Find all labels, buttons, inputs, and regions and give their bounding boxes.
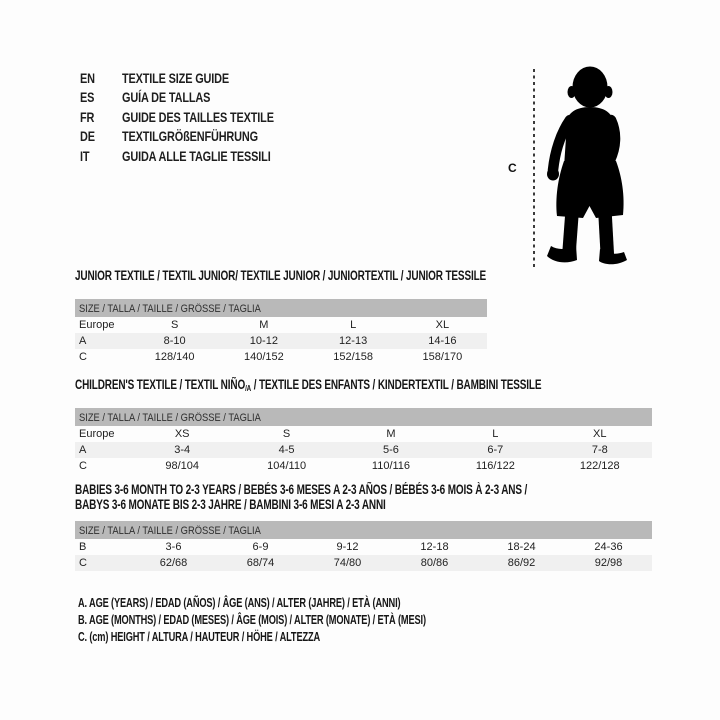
size-cell: 9-12 bbox=[336, 541, 359, 553]
table-row: Europe S M L XL bbox=[75, 317, 487, 333]
row-label: Europe bbox=[79, 319, 115, 331]
size-cell: S bbox=[282, 428, 291, 440]
language-code: DE bbox=[80, 128, 95, 145]
baby-silhouette-icon bbox=[547, 66, 627, 265]
height-dashed-line bbox=[533, 69, 535, 269]
row-label: A bbox=[75, 442, 130, 458]
legend-item-a: A. AGE (YEARS) / EDAD (AÑOS) / ÂGE (ANS)… bbox=[78, 596, 401, 610]
size-cell: M bbox=[259, 319, 269, 331]
language-row: DE TEXTILGRÖßENFÜHRUNG bbox=[80, 127, 317, 146]
size-cell: 128/140 bbox=[154, 351, 195, 363]
babies-textile-section: BABIES 3-6 MONTH TO 2-3 YEARS / BEBÉS 3-… bbox=[75, 482, 652, 571]
row-label: C bbox=[79, 460, 87, 472]
language-code: ES bbox=[80, 89, 95, 106]
babies-table-title-line1: BABIES 3-6 MONTH TO 2-3 YEARS / BEBÉS 3-… bbox=[75, 482, 528, 497]
legend-item-c: C. (cm) HEIGHT / ALTURA / HAUTEUR / HÖHE… bbox=[78, 630, 321, 644]
legend-item-b: B. AGE (MONTHS) / EDAD (MESES) / ÂGE (MO… bbox=[78, 613, 426, 627]
size-cell: 92/98 bbox=[565, 555, 652, 571]
row-label: C bbox=[75, 555, 130, 571]
legend: A. AGE (YEARS) / EDAD (AÑOS) / ÂGE (ANS)… bbox=[78, 594, 548, 645]
row-label: C bbox=[79, 351, 87, 363]
table-row: A 8-10 10-12 12-13 14-16 bbox=[75, 333, 487, 349]
junior-textile-section: JUNIOR TEXTILE / TEXTIL JUNIOR/ TEXTILE … bbox=[75, 268, 487, 365]
size-cell: 6-7 bbox=[443, 442, 548, 458]
size-cell: 104/110 bbox=[267, 460, 307, 472]
size-cell: 5-6 bbox=[338, 442, 444, 458]
language-row: EN TEXTILE SIZE GUIDE bbox=[80, 69, 317, 88]
children-table-title: CHILDREN'S TEXTILE / TEXTIL NIÑO/A / TEX… bbox=[75, 377, 542, 393]
size-cell: 18-24 bbox=[507, 541, 536, 553]
size-header-row: SIZE / TALLA / TAILLE / GRÖSSE / TAGLIA bbox=[75, 408, 652, 426]
size-header: SIZE / TALLA / TAILLE / GRÖSSE / TAGLIA bbox=[79, 412, 261, 424]
size-cell: 6-9 bbox=[252, 541, 269, 553]
table-row: C 128/140 140/152 152/158 158/170 bbox=[75, 349, 487, 365]
size-cell: 98/104 bbox=[165, 460, 200, 472]
babies-size-table: SIZE / TALLA / TAILLE / GRÖSSE / TAGLIA … bbox=[75, 521, 652, 571]
table-row: A 3-4 4-5 5-6 6-7 7-8 bbox=[75, 442, 652, 458]
size-cell: 7-8 bbox=[547, 442, 652, 458]
size-cell: 3-4 bbox=[130, 442, 235, 458]
size-cell: 158/170 bbox=[422, 351, 463, 363]
language-label: GUIDA ALLE TAGLIE TESSILI bbox=[122, 147, 271, 164]
children-textile-section: CHILDREN'S TEXTILE / TEXTIL NIÑO/A / TEX… bbox=[75, 377, 652, 474]
height-dimension-label: C bbox=[508, 161, 517, 175]
row-label: A bbox=[75, 333, 130, 349]
size-cell: 68/74 bbox=[217, 555, 304, 571]
language-row: IT GUIDA ALLE TAGLIE TESSILI bbox=[80, 147, 317, 166]
language-list: EN TEXTILE SIZE GUIDE ES GUÍA DE TALLAS … bbox=[80, 69, 317, 166]
size-header-row: SIZE / TALLA / TAILLE / GRÖSSE / TAGLIA bbox=[75, 299, 487, 317]
junior-table-title: JUNIOR TEXTILE / TEXTIL JUNIOR/ TEXTILE … bbox=[75, 268, 487, 283]
language-row: FR GUIDE DES TAILLES TEXTILE bbox=[80, 108, 317, 127]
size-cell: 8-10 bbox=[130, 333, 220, 349]
language-code: FR bbox=[80, 108, 95, 125]
size-cell: L bbox=[492, 428, 499, 440]
size-cell: 4-5 bbox=[234, 442, 339, 458]
size-cell: 122/128 bbox=[579, 460, 620, 472]
size-cell: 14-16 bbox=[397, 333, 487, 349]
size-cell: 12-13 bbox=[308, 333, 398, 349]
junior-size-table: SIZE / TALLA / TAILLE / GRÖSSE / TAGLIA … bbox=[75, 299, 487, 365]
size-cell: S bbox=[170, 319, 179, 331]
table-row: C 62/68 68/74 74/80 80/86 86/92 92/98 bbox=[75, 555, 652, 571]
size-cell: 3-6 bbox=[165, 541, 182, 553]
size-header: SIZE / TALLA / TAILLE / GRÖSSE / TAGLIA bbox=[79, 303, 261, 315]
language-code: IT bbox=[80, 147, 90, 164]
size-cell: M bbox=[386, 428, 396, 440]
size-cell: 62/68 bbox=[130, 555, 217, 571]
size-cell: L bbox=[350, 319, 357, 331]
size-cell: 152/158 bbox=[333, 351, 373, 363]
language-label: GUIDE DES TAILLES TEXTILE bbox=[122, 108, 274, 125]
language-label: TEXTILGRÖßENFÜHRUNG bbox=[122, 128, 258, 145]
size-cell: 140/152 bbox=[243, 351, 284, 363]
babies-table-title-line2: BABYS 3-6 MONATE BIS 2-3 JAHRE / BAMBINI… bbox=[75, 497, 386, 512]
children-size-table: SIZE / TALLA / TAILLE / GRÖSSE / TAGLIA … bbox=[75, 408, 652, 474]
size-cell: XS bbox=[174, 428, 190, 440]
size-cell: XL bbox=[435, 319, 450, 331]
language-code: EN bbox=[80, 70, 95, 86]
size-header: SIZE / TALLA / TAILLE / GRÖSSE / TAGLIA bbox=[79, 525, 261, 537]
size-cell: 86/92 bbox=[478, 555, 565, 571]
size-cell: 12-18 bbox=[420, 541, 449, 553]
size-header-row: SIZE / TALLA / TAILLE / GRÖSSE / TAGLIA bbox=[75, 521, 652, 539]
row-label: B bbox=[79, 541, 87, 553]
size-cell: 116/122 bbox=[475, 460, 515, 472]
size-cell: 24-36 bbox=[594, 541, 623, 553]
size-cell: 110/116 bbox=[371, 460, 411, 472]
table-row: C 98/104 104/110 110/116 116/122 122/128 bbox=[75, 458, 652, 474]
table-row: Europe XS S M L XL bbox=[75, 426, 652, 442]
size-cell: XL bbox=[593, 428, 607, 440]
size-cell: 10-12 bbox=[219, 333, 309, 349]
size-cell: 80/86 bbox=[391, 555, 478, 571]
language-label: GUÍA DE TALLAS bbox=[122, 89, 211, 106]
table-row: B 3-6 6-9 9-12 12-18 18-24 24-36 bbox=[75, 539, 652, 555]
row-label: Europe bbox=[79, 428, 115, 440]
language-row: ES GUÍA DE TALLAS bbox=[80, 88, 317, 107]
language-label: TEXTILE SIZE GUIDE bbox=[122, 70, 230, 86]
size-cell: 74/80 bbox=[304, 555, 391, 571]
